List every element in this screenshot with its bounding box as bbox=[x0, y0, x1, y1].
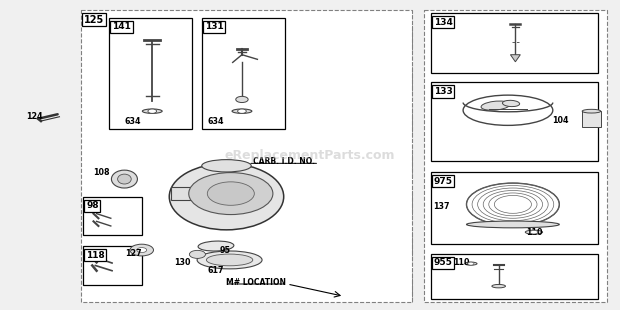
Text: 95: 95 bbox=[219, 246, 230, 255]
Bar bbox=[83, 246, 142, 285]
Ellipse shape bbox=[198, 241, 234, 251]
Text: M# LOCATION: M# LOCATION bbox=[226, 278, 286, 287]
Bar bbox=[81, 10, 412, 302]
Bar bbox=[431, 172, 598, 245]
Bar bbox=[202, 18, 285, 129]
Ellipse shape bbox=[481, 101, 510, 110]
Ellipse shape bbox=[202, 160, 251, 172]
Text: 125: 125 bbox=[84, 15, 104, 24]
Circle shape bbox=[148, 109, 157, 113]
Text: 124: 124 bbox=[27, 112, 43, 121]
Text: 104: 104 bbox=[552, 116, 569, 125]
Ellipse shape bbox=[525, 230, 542, 234]
Ellipse shape bbox=[232, 109, 252, 113]
Circle shape bbox=[236, 96, 248, 103]
Bar bbox=[431, 82, 598, 161]
Text: 118: 118 bbox=[86, 251, 105, 260]
Ellipse shape bbox=[466, 221, 559, 228]
Ellipse shape bbox=[197, 251, 262, 269]
Text: 975: 975 bbox=[434, 177, 453, 186]
Bar bbox=[431, 13, 598, 73]
Text: 110: 110 bbox=[453, 258, 470, 267]
Text: 98: 98 bbox=[86, 201, 99, 210]
Text: 134: 134 bbox=[434, 18, 453, 27]
Ellipse shape bbox=[464, 262, 477, 265]
Bar bbox=[109, 18, 192, 129]
Circle shape bbox=[237, 109, 246, 113]
Circle shape bbox=[207, 182, 254, 205]
Ellipse shape bbox=[169, 163, 284, 230]
Text: 133: 133 bbox=[434, 87, 453, 96]
Circle shape bbox=[467, 262, 474, 265]
Bar bbox=[171, 188, 195, 200]
Text: 634: 634 bbox=[208, 117, 224, 126]
Ellipse shape bbox=[502, 100, 520, 107]
Bar bbox=[582, 111, 601, 126]
Text: 131: 131 bbox=[205, 22, 224, 31]
Bar bbox=[425, 10, 607, 302]
Text: 141: 141 bbox=[112, 22, 131, 31]
Text: 617: 617 bbox=[208, 266, 224, 275]
Ellipse shape bbox=[112, 170, 138, 188]
Ellipse shape bbox=[143, 109, 162, 113]
Circle shape bbox=[130, 244, 154, 256]
Circle shape bbox=[188, 173, 273, 215]
Text: 634: 634 bbox=[124, 117, 141, 126]
Text: eReplacementParts.com: eReplacementParts.com bbox=[224, 148, 396, 162]
Text: 130: 130 bbox=[174, 258, 190, 267]
Circle shape bbox=[530, 230, 538, 234]
Bar bbox=[83, 197, 142, 235]
Text: CARB. I.D. NO.: CARB. I.D. NO. bbox=[253, 157, 315, 166]
Text: 137: 137 bbox=[433, 202, 450, 211]
Bar bbox=[431, 254, 598, 299]
Ellipse shape bbox=[206, 254, 253, 266]
Text: 110: 110 bbox=[526, 228, 542, 237]
Text: 127: 127 bbox=[125, 249, 142, 258]
Text: 955: 955 bbox=[434, 258, 453, 268]
Polygon shape bbox=[510, 55, 520, 62]
Ellipse shape bbox=[582, 109, 601, 113]
Text: 108: 108 bbox=[93, 168, 110, 177]
Circle shape bbox=[189, 250, 205, 258]
Circle shape bbox=[137, 248, 147, 253]
Ellipse shape bbox=[492, 285, 505, 288]
Ellipse shape bbox=[118, 174, 131, 184]
